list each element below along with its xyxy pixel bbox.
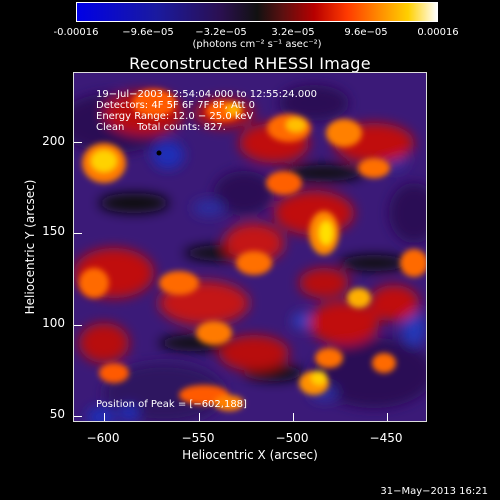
y-tick [74,416,82,417]
x-tick [104,413,105,421]
colorbar-tick-label: 9.6e−05 [344,27,388,38]
x-tick [293,413,294,421]
y-tick [74,325,82,326]
y-tick [74,233,82,234]
colorbar-tick-label: 0.00016 [417,27,459,38]
x-tick-label: −500 [275,431,309,445]
y-tick-label: 200 [42,134,65,148]
x-tick-label: −550 [181,431,215,445]
x-tick [199,413,200,421]
footer-date: 31−May−2013 16:21 [380,486,488,497]
x-tick [387,413,388,421]
heatmap-image [74,73,426,421]
colorbar-tick-label: 3.2e−05 [271,27,315,38]
colorbar [76,2,438,22]
plot-area: 19−Jul−2003 12:54:04.000 to 12:55:24.000… [73,72,427,422]
x-axis-title: Heliocentric X (arcsec) [182,448,318,462]
info-line: Detectors: 4F 5F 6F 7F 8F, Att 0 [96,100,256,111]
colorbar-tick-label: −9.6e−05 [122,27,174,38]
y-tick [74,142,82,143]
y-tick-label: 50 [49,407,65,421]
y-tick-label: 100 [42,316,65,330]
chart-title: Reconstructed RHESSI Image [129,54,371,73]
colorbar-tick-label: −3.2e−05 [195,27,247,38]
peak-position-label: Position of Peak = [−602,188] [96,399,247,410]
colorbar-unit-label: (photons cm⁻² s⁻¹ asec⁻²) [192,39,322,50]
x-tick-label: −450 [369,431,403,445]
info-line: Clean Total counts: 827. [96,122,226,133]
y-axis-title: Heliocentric Y (arcsec) [23,179,37,315]
info-line: 19−Jul−2003 12:54:04.000 to 12:55:24.000 [96,89,317,100]
y-tick-label: 150 [42,224,65,238]
info-line: Energy Range: 12.0 − 25.0 keV [96,111,254,122]
colorbar-tick-label: -0.00016 [53,27,99,38]
x-tick-label: −600 [86,431,120,445]
peak-marker [156,150,162,156]
